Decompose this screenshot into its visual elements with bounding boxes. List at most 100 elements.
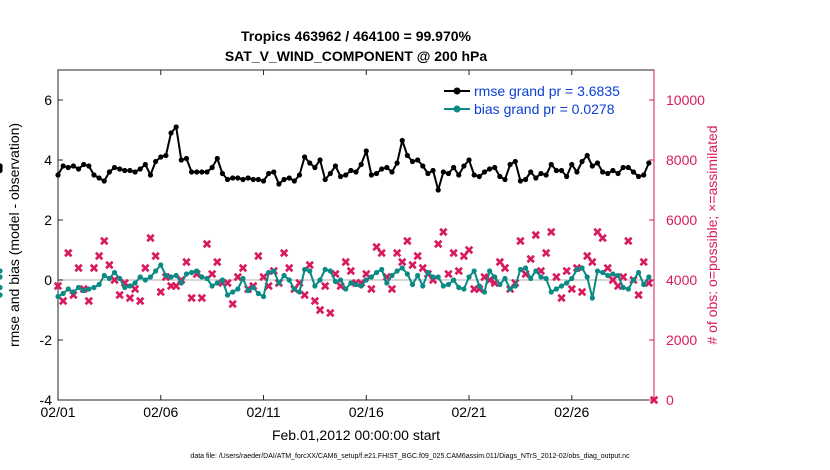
obs-marker — [413, 251, 422, 261]
y2-tick-label: 10000 — [666, 92, 705, 108]
rmse-series-point — [255, 176, 261, 183]
rmse-series-point — [620, 164, 626, 171]
bias-series-point — [471, 268, 477, 274]
rmse-series-point — [466, 157, 472, 163]
rmse-series-point — [451, 164, 457, 171]
rmse-series-point — [481, 169, 488, 175]
rmse-series-point — [445, 170, 452, 177]
bias-series-point — [579, 265, 585, 271]
bias-series-point — [127, 283, 133, 289]
rmse-series-point — [497, 173, 503, 180]
bias-series-point — [445, 281, 452, 288]
bias-series-point — [158, 262, 164, 268]
rmse-series-point — [183, 155, 190, 162]
bias-series-point — [409, 281, 416, 288]
rmse-series-point — [153, 158, 159, 165]
bias-series-point — [630, 277, 637, 283]
obs-marker — [279, 248, 289, 258]
y2-tick-label: 0 — [666, 392, 674, 408]
bias-series-point — [245, 287, 251, 294]
y2-tick-label: 4000 — [666, 272, 697, 288]
bias-series-point — [615, 272, 621, 279]
bias-series-point — [415, 272, 421, 279]
rmse-series-point — [471, 172, 477, 178]
obs-marker — [300, 290, 309, 300]
bias-series-point — [394, 268, 400, 274]
bias-series-point — [178, 280, 184, 286]
y-tick-label: -4 — [40, 392, 53, 408]
bias-series-point — [142, 277, 148, 283]
rmse-series-point — [250, 176, 256, 183]
rmse-series-point — [630, 169, 637, 175]
obs-marker — [94, 251, 104, 261]
bias-series-point — [101, 272, 107, 279]
obs-marker — [516, 236, 525, 246]
rmse-series-point — [543, 172, 549, 178]
obs-marker — [146, 233, 155, 243]
bias-series-point — [610, 271, 616, 277]
rmse-series-point — [574, 169, 580, 175]
bias-series-point — [399, 265, 405, 271]
bias-series-point — [435, 274, 441, 280]
rmse-series-point — [240, 176, 246, 183]
rmse-series-point — [641, 172, 647, 178]
legend-bias-marker — [453, 105, 461, 113]
bias-series-point — [250, 284, 256, 291]
y-tick-label: 4 — [44, 152, 52, 168]
rmse-series-point — [461, 163, 467, 169]
legend-rmse-marker — [453, 87, 461, 95]
rmse-series-point — [70, 163, 77, 169]
bias-series-point — [486, 268, 493, 274]
y2-tick-label: 8000 — [666, 152, 697, 168]
bias-series-point — [466, 274, 472, 280]
rmse-series-point — [178, 157, 184, 163]
bias-series-point — [106, 275, 112, 282]
obs-marker — [100, 236, 109, 246]
obs-marker — [526, 254, 535, 264]
bias-series-point — [456, 284, 462, 291]
bias-series-point — [584, 274, 590, 280]
obs-marker — [634, 290, 643, 300]
bias-series-point — [558, 283, 565, 289]
rmse-series-point — [569, 161, 575, 168]
bias-series-point — [440, 283, 446, 289]
bias-series-point — [589, 295, 595, 301]
bias-series-point — [363, 277, 369, 283]
bias-series-point — [337, 277, 344, 283]
bias-series-point — [507, 286, 513, 292]
y-axis-right: 0 2000 4000 6000 8000 10000 — [649, 70, 705, 408]
bias-series-point — [291, 286, 297, 292]
bias-series-point — [481, 289, 488, 295]
bias-series-point — [224, 292, 231, 298]
obs-marker — [141, 263, 150, 273]
rmse-series-point — [435, 187, 441, 193]
obs-marker — [58, 296, 68, 306]
rmse-series-point — [60, 163, 66, 169]
obs-marker — [541, 248, 551, 258]
obs-marker — [500, 263, 510, 273]
obs-marker — [495, 257, 505, 267]
rmse-series-point — [404, 152, 410, 159]
rmse-series-point — [117, 166, 123, 172]
bias-series-point — [389, 272, 395, 279]
rmse-series-point — [363, 148, 369, 154]
rmse-series-point — [558, 167, 565, 174]
rmse-series-point — [296, 172, 303, 178]
bias-series-point — [0, 274, 3, 280]
x-tick-label: 02/21 — [452, 404, 487, 420]
x-tick-label: 02/06 — [143, 404, 178, 420]
rmse-series-point — [204, 169, 210, 175]
bias-series-point — [209, 283, 215, 289]
rmse-series-point — [512, 158, 518, 165]
y-tick-label: 2 — [44, 212, 52, 228]
obs-marker — [464, 245, 474, 255]
bias-series-point — [235, 286, 241, 292]
rmse-series-point — [168, 130, 174, 136]
bias-series-point — [538, 274, 544, 280]
obs-marker — [187, 293, 196, 303]
rmse-series-point — [394, 160, 400, 166]
bias-series-point — [194, 268, 200, 274]
bias-series-point — [70, 289, 77, 295]
obs-marker — [259, 272, 268, 282]
